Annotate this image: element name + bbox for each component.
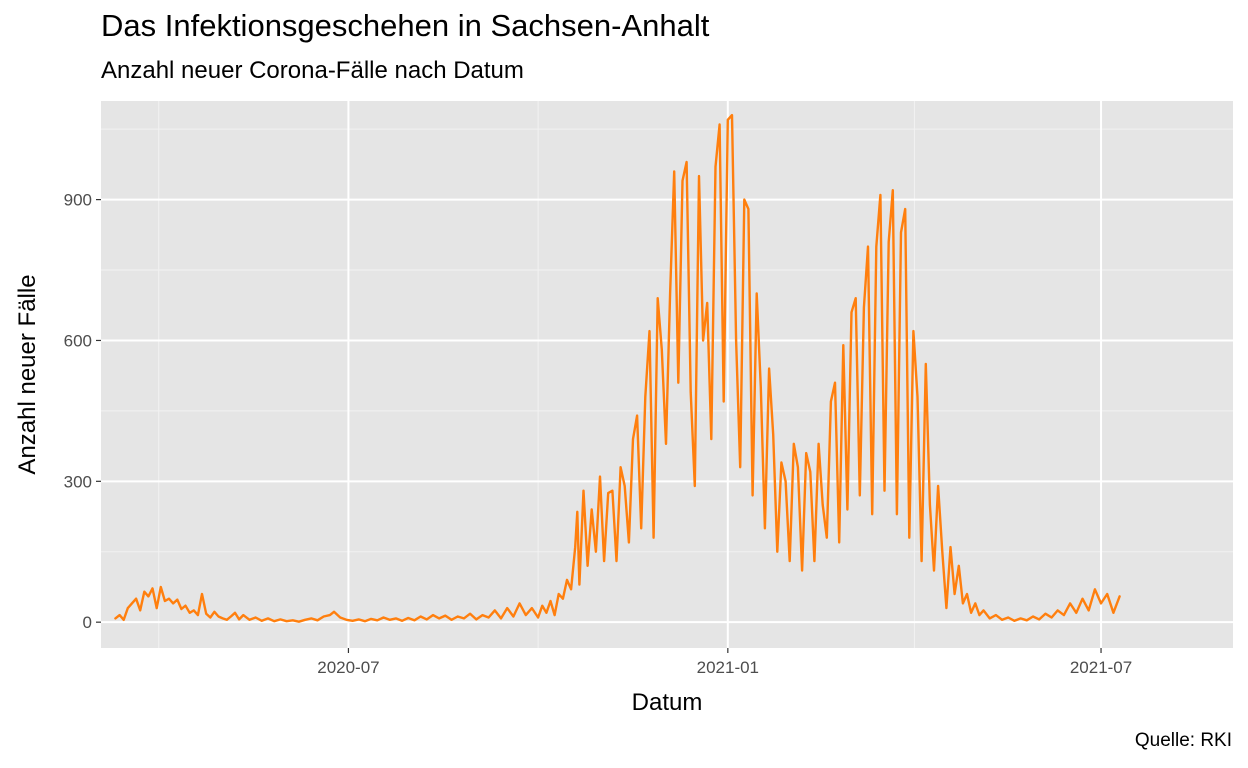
y-tick-label: 600 [64, 331, 92, 350]
x-tick-label: 2021-07 [1070, 658, 1132, 677]
source-caption: Quelle: RKI [1134, 730, 1232, 751]
x-tick-label: 2021-01 [697, 658, 759, 677]
y-tick-label: 0 [83, 613, 92, 632]
y-axis-title: Anzahl neuer Fälle [14, 274, 41, 474]
grid-major [101, 101, 1233, 648]
y-tick-label: 300 [64, 472, 92, 491]
chart-title: Das Infektionsgeschehen in Sachsen-Anhal… [101, 8, 710, 43]
y-tick-label: 900 [64, 191, 92, 210]
x-axis-title: Datum [632, 689, 703, 716]
series-line [114, 113, 1121, 623]
x-tick-label: 2020-07 [317, 658, 379, 677]
axis-ticks: 0 300 600 900 2020-07 2021-01 2021-07 [64, 191, 1133, 677]
chart-subtitle: Anzahl neuer Corona-Fälle nach Datum [101, 57, 524, 84]
grid-minor [101, 101, 1233, 648]
